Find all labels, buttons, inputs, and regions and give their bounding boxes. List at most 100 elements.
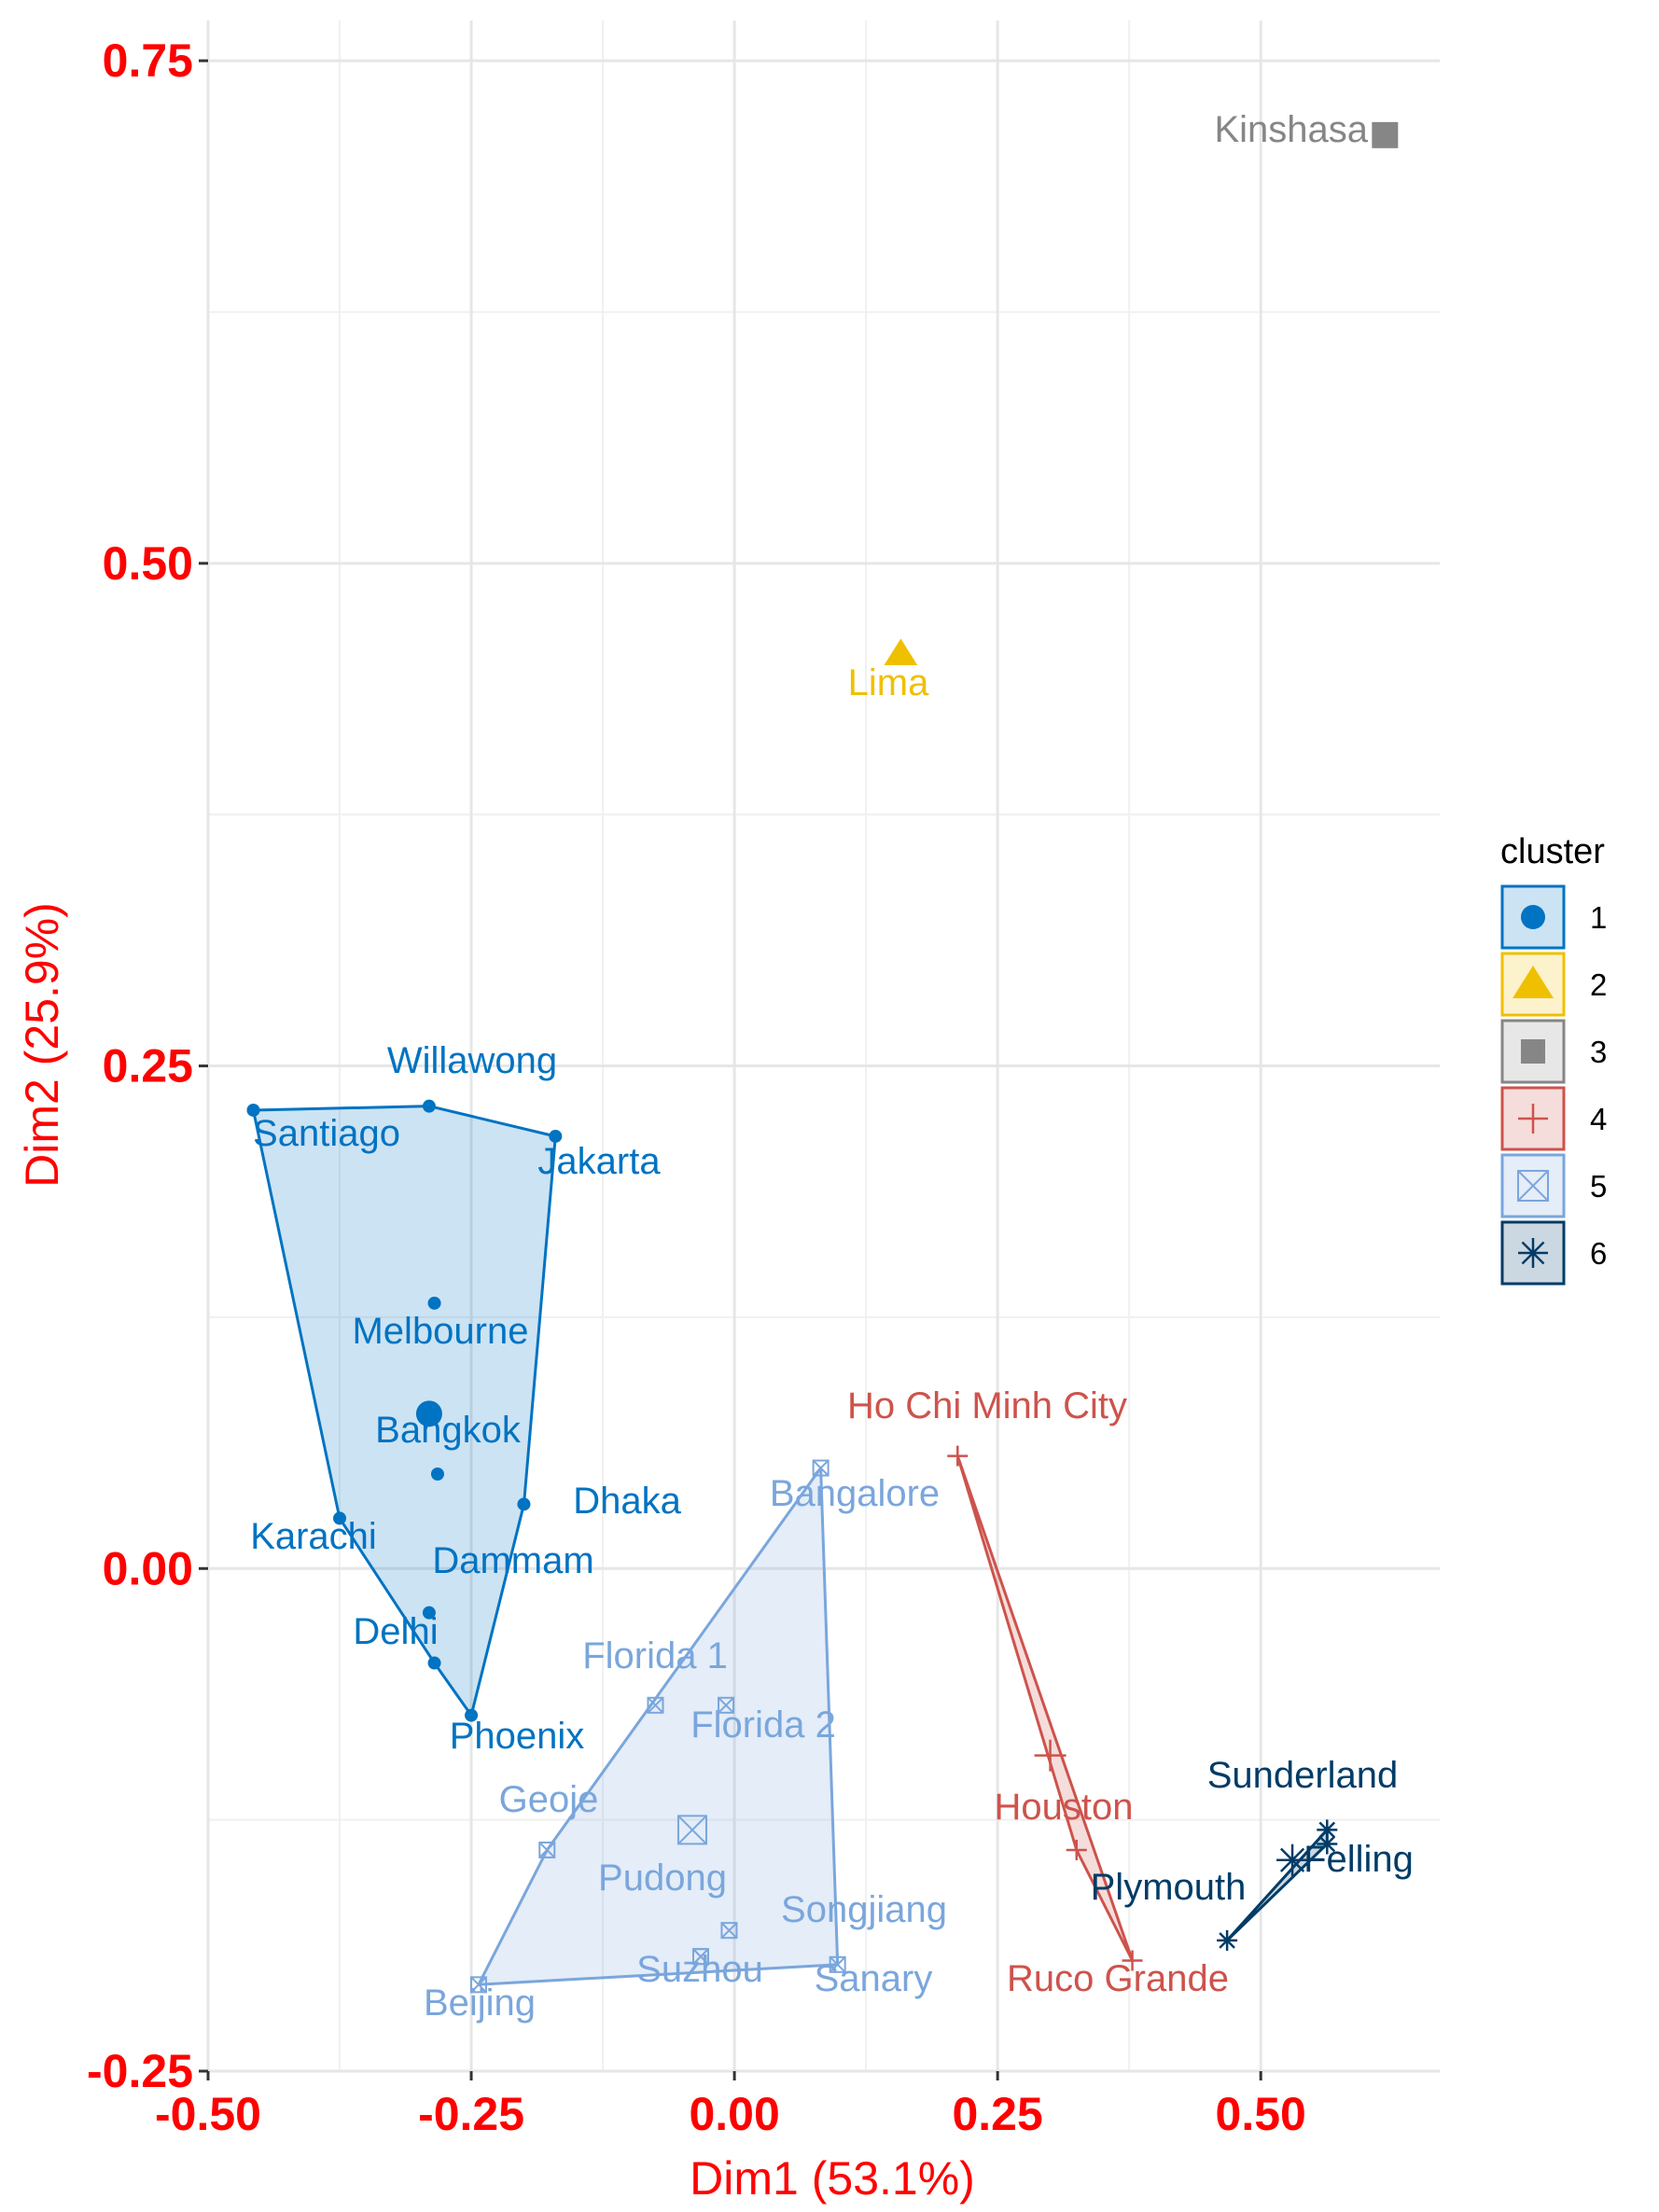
marker-ast-d2 (1318, 1821, 1336, 1839)
marker-box (720, 1922, 738, 1940)
point-marker (333, 1511, 347, 1525)
marker-ast-d2 (1521, 1241, 1545, 1265)
legend-entry-cluster-4: 4 (1500, 1086, 1607, 1151)
x-tick-label: 0.00 (689, 2088, 779, 2140)
legend-label: 3 (1590, 1035, 1607, 1069)
y-tick-label: 0.00 (103, 1542, 193, 1594)
legend-entry-cluster-3: 3 (1500, 1019, 1607, 1084)
point-marker (947, 1445, 969, 1467)
point-marker (647, 1696, 664, 1714)
hull-cluster-4 (955, 1454, 1135, 1962)
marker-circle (427, 1656, 441, 1670)
point-marker (549, 1129, 563, 1143)
marker-box (829, 1955, 846, 1973)
point-label: Songjiang (781, 1889, 947, 1930)
point-label: Willawong (387, 1040, 557, 1081)
marker-circle (549, 1129, 563, 1143)
point-marker (469, 1976, 487, 1994)
centroid-marker-cluster-4 (1034, 1739, 1066, 1772)
x-axis-title: Dim1 (53.1%) (690, 2152, 975, 2205)
legend-title: cluster (1500, 832, 1605, 871)
point-label: Melbourne (352, 1311, 528, 1352)
marker-circle (517, 1497, 531, 1511)
legend-label: 4 (1590, 1102, 1607, 1136)
marker-circle (415, 1400, 442, 1427)
point-labels: Willawong Santiago Jakarta Melbourne Bangkok… (250, 109, 1414, 2024)
point-marker (1317, 1833, 1338, 1855)
data-points (246, 121, 1399, 1994)
centroid-marker-cluster-5 (676, 1815, 707, 1845)
legend-entry-cluster-5: 5 (1500, 1153, 1607, 1218)
point-label: Florida 1 (582, 1635, 728, 1676)
marker-ast-d2 (1219, 1932, 1235, 1949)
centroid-marker-cluster-6 (1276, 1843, 1309, 1876)
marker-box (812, 1459, 830, 1477)
marker-box (692, 1948, 709, 1966)
legend: cluster 1 2 3 4 5 6 (1500, 832, 1607, 1286)
point-marker (422, 1606, 436, 1620)
marker-circle (465, 1708, 479, 1722)
marker-diag-b (812, 1459, 830, 1477)
marker-circle (422, 1099, 436, 1113)
point-label: Plymouth (1091, 1867, 1247, 1908)
cluster-hulls (252, 1105, 1329, 1986)
point-marker (465, 1708, 479, 1722)
point-label: Suzhou (636, 1949, 763, 1990)
point-marker (812, 1459, 830, 1477)
legend-key-marker (1517, 1170, 1549, 1202)
point-label: Phoenix (450, 1716, 585, 1757)
y-axis-title: Dim2 (25.9%) (16, 902, 68, 1188)
marker-ast-d2 (1279, 1847, 1305, 1872)
marker-circle (427, 1296, 441, 1310)
point-marker (1066, 1839, 1087, 1860)
point-label: Houston (995, 1787, 1134, 1828)
x-tick-label: 0.25 (952, 2088, 1042, 2140)
marker-circle (333, 1511, 347, 1525)
point-label: Geoje (499, 1779, 599, 1820)
point-label: Santiago (253, 1113, 400, 1154)
marker-square (1521, 1039, 1545, 1064)
marker-diag-b (720, 1922, 738, 1939)
marker-diag-b (692, 1948, 709, 1965)
hull-cluster-1 (252, 1105, 557, 1718)
y-tick-label: 0.75 (103, 35, 193, 87)
point-label: Lima (848, 662, 929, 703)
point-marker (884, 638, 918, 665)
point-marker (1217, 1929, 1238, 1951)
marker-circle (1521, 905, 1545, 929)
legend-label: 5 (1590, 1169, 1607, 1203)
point-marker (427, 1656, 441, 1670)
point-label: Jakarta (537, 1141, 661, 1182)
legend-entry-cluster-6: 6 (1500, 1220, 1607, 1286)
point-marker (430, 1467, 444, 1481)
marker-box (676, 1815, 707, 1845)
point-label: Sunderland (1207, 1755, 1399, 1796)
marker-square (1372, 121, 1399, 148)
point-label: Felling (1304, 1839, 1414, 1880)
marker-box (538, 1841, 556, 1858)
marker-ast-d2 (1318, 1835, 1336, 1853)
point-label: Bangalore (770, 1473, 940, 1514)
point-marker (517, 1497, 531, 1511)
marker-box (718, 1696, 735, 1714)
marker-diag-b (1517, 1170, 1549, 1202)
centroid-marker-cluster-1 (415, 1400, 442, 1427)
point-label: Kinshasa (1214, 109, 1368, 150)
legend-key-box (1500, 1153, 1566, 1218)
marker-box (469, 1976, 487, 1994)
marker-diag-b (718, 1697, 734, 1714)
point-label: Ho Chi Minh City (847, 1385, 1127, 1426)
marker-triangle (884, 638, 918, 665)
point-label: Karachi (250, 1516, 377, 1557)
point-label: Beijing (424, 1982, 536, 2024)
x-tick-label: -0.25 (418, 2088, 524, 2140)
point-label: Delhi (353, 1611, 438, 1652)
point-marker (718, 1696, 735, 1714)
legend-label: 2 (1590, 967, 1607, 1002)
marker-box (1517, 1170, 1549, 1202)
point-marker (538, 1841, 556, 1858)
legend-key-marker (1521, 905, 1545, 929)
point-marker (1122, 1950, 1143, 1971)
x-tick-label: -0.50 (155, 2088, 261, 2140)
